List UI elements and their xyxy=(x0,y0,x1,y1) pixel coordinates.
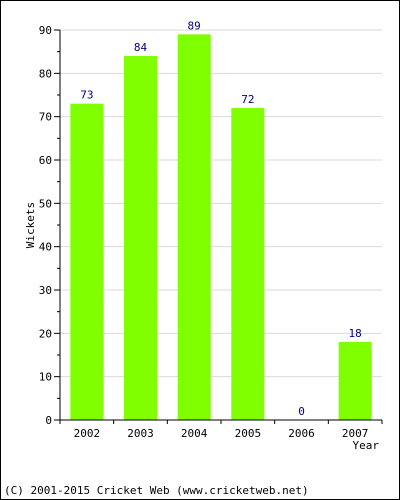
y-axis-title: Wickets xyxy=(24,202,37,248)
x-tick-label: 2007 xyxy=(342,427,369,440)
y-tick-label: 60 xyxy=(39,154,52,167)
y-tick-label: 50 xyxy=(39,197,52,210)
x-tick-label: 2003 xyxy=(127,427,154,440)
y-tick-label: 70 xyxy=(39,111,52,124)
copyright-footer: (C) 2001-2015 Cricket Web (www.cricketwe… xyxy=(4,484,309,497)
y-tick-label: 10 xyxy=(39,371,52,384)
x-tick-label: 2005 xyxy=(235,427,262,440)
bar xyxy=(70,103,104,421)
bar xyxy=(124,56,157,420)
x-axis-title: Year xyxy=(353,439,380,452)
data-label: 73 xyxy=(80,89,93,102)
y-tick-label: 0 xyxy=(45,414,52,427)
y-tick-label: 40 xyxy=(39,241,52,254)
y-tick-label: 20 xyxy=(39,327,52,340)
data-label: 84 xyxy=(134,41,148,54)
y-tick-label: 90 xyxy=(39,24,52,37)
data-label: 0 xyxy=(298,405,305,418)
data-label: 18 xyxy=(349,327,362,340)
y-tick-label: 30 xyxy=(39,284,52,297)
bar xyxy=(177,34,211,420)
y-tick-label: 80 xyxy=(39,67,52,80)
data-label: 89 xyxy=(188,19,201,32)
x-tick-label: 2002 xyxy=(74,427,101,440)
bar xyxy=(338,342,372,420)
x-tick-label: 2006 xyxy=(288,427,315,440)
x-tick-label: 2004 xyxy=(181,427,208,440)
bar xyxy=(231,108,265,420)
data-label: 72 xyxy=(241,93,254,106)
